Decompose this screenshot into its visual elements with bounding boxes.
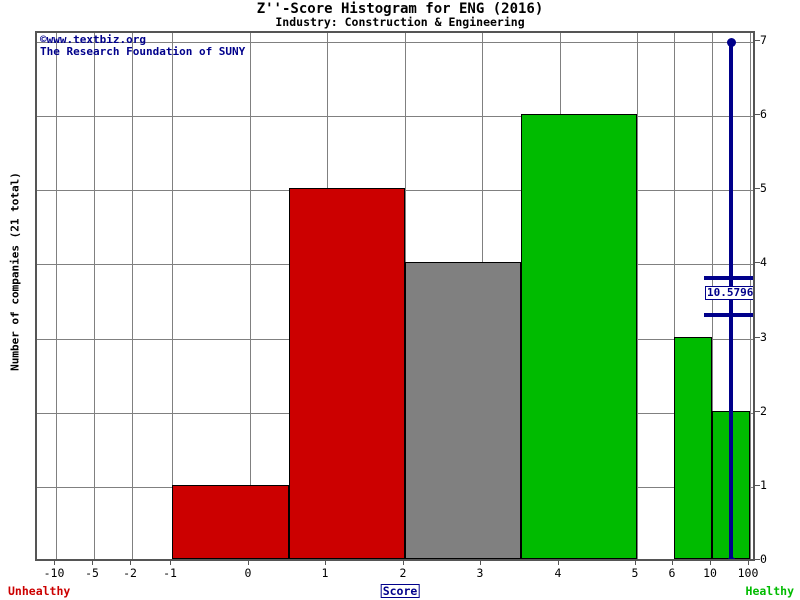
score-marker-crossbar bbox=[704, 275, 753, 280]
unhealthy-label: Unhealthy bbox=[8, 584, 71, 598]
score-marker-bottom-dot bbox=[726, 556, 736, 559]
x-axis-tick-mark bbox=[710, 561, 711, 565]
x-axis-tick-label: 10 bbox=[703, 566, 717, 580]
x-axis-tick-label: 0 bbox=[244, 566, 252, 580]
x-axis-tick-mark bbox=[403, 561, 404, 565]
histogram-bar bbox=[521, 114, 637, 559]
x-axis-tick-label: 5 bbox=[631, 566, 639, 580]
x-axis-tick-label: -10 bbox=[43, 566, 65, 580]
histogram-bar bbox=[405, 262, 521, 559]
x-axis-tick-label: -1 bbox=[163, 566, 177, 580]
y-axis-title: Number of companies (21 total) bbox=[8, 172, 22, 371]
chart-title: Z''-Score Histogram for ENG (2016) bbox=[256, 1, 544, 17]
x-axis-tick-mark bbox=[170, 561, 171, 565]
healthy-label: Healthy bbox=[745, 584, 794, 598]
y-axis-tick-mark bbox=[755, 559, 760, 560]
x-axis-tick-label: -5 bbox=[85, 566, 99, 580]
y-axis-tick-label: 2 bbox=[760, 403, 767, 418]
score-marker-value-label: 10.5796 bbox=[705, 285, 754, 300]
x-axis-tick-mark bbox=[130, 561, 131, 565]
x-axis-tick-mark bbox=[54, 561, 55, 565]
vertical-gridline bbox=[94, 33, 95, 559]
histogram-bar bbox=[674, 336, 712, 559]
plot-area: 10.5796 bbox=[35, 31, 755, 561]
x-axis-tick-mark bbox=[480, 561, 481, 565]
x-axis-tick-mark bbox=[248, 561, 249, 565]
score-marker-line bbox=[729, 42, 733, 559]
x-axis-tick-mark bbox=[558, 561, 559, 565]
x-axis-tick-mark bbox=[325, 561, 326, 565]
y-axis-tick-mark bbox=[755, 484, 760, 486]
vertical-gridline bbox=[250, 33, 251, 559]
histogram-bar bbox=[289, 188, 405, 559]
x-axis-tick-mark bbox=[92, 561, 93, 565]
vertical-gridline bbox=[132, 33, 133, 559]
vertical-gridline bbox=[637, 33, 638, 559]
y-axis-tick-label: 5 bbox=[760, 181, 767, 196]
x-axis-tick-label: 1 bbox=[321, 566, 329, 580]
x-axis-tick-label: 100 bbox=[737, 566, 759, 580]
y-axis-tick-label: 3 bbox=[760, 329, 767, 344]
vertical-gridline bbox=[56, 33, 57, 559]
y-axis-tick-label: 4 bbox=[760, 255, 767, 270]
x-axis-tick-mark bbox=[672, 561, 673, 565]
y-axis-tick-label: 6 bbox=[760, 107, 767, 122]
copyright-line-2: The Research Foundation of SUNY bbox=[40, 45, 246, 58]
x-axis-tick-label: 3 bbox=[476, 566, 484, 580]
x-axis-title: Score bbox=[380, 584, 420, 598]
y-axis-tick-label: 7 bbox=[760, 33, 767, 47]
x-axis-tick-label: 6 bbox=[668, 566, 676, 580]
copyright-line-1: ©www.textbiz.org bbox=[40, 33, 146, 46]
score-marker-crossbar bbox=[704, 312, 753, 317]
histogram-bar bbox=[172, 484, 289, 559]
score-marker-top-dot bbox=[726, 37, 736, 47]
x-axis-tick-label: 2 bbox=[399, 566, 407, 580]
y-axis-tick-mark bbox=[755, 114, 760, 116]
y-axis-tick-mark bbox=[755, 40, 760, 41]
vertical-gridline bbox=[674, 33, 675, 559]
x-axis-tick-label: -2 bbox=[123, 566, 137, 580]
chart-subtitle: Industry: Construction & Engineering bbox=[275, 15, 525, 29]
y-axis-tick-label: 1 bbox=[760, 477, 767, 492]
x-axis-tick-mark bbox=[635, 561, 636, 565]
x-axis-tick-mark bbox=[748, 561, 749, 565]
horizontal-gridline bbox=[37, 116, 753, 118]
vertical-gridline bbox=[172, 33, 173, 559]
x-axis-tick-label: 4 bbox=[554, 566, 562, 580]
y-axis-tick-label: 0 bbox=[760, 552, 767, 566]
y-axis-tick-mark bbox=[755, 188, 760, 190]
y-axis-tick-mark bbox=[755, 262, 760, 264]
y-axis-tick-mark bbox=[755, 336, 760, 338]
horizontal-gridline bbox=[37, 42, 753, 43]
y-axis-tick-mark bbox=[755, 410, 760, 412]
